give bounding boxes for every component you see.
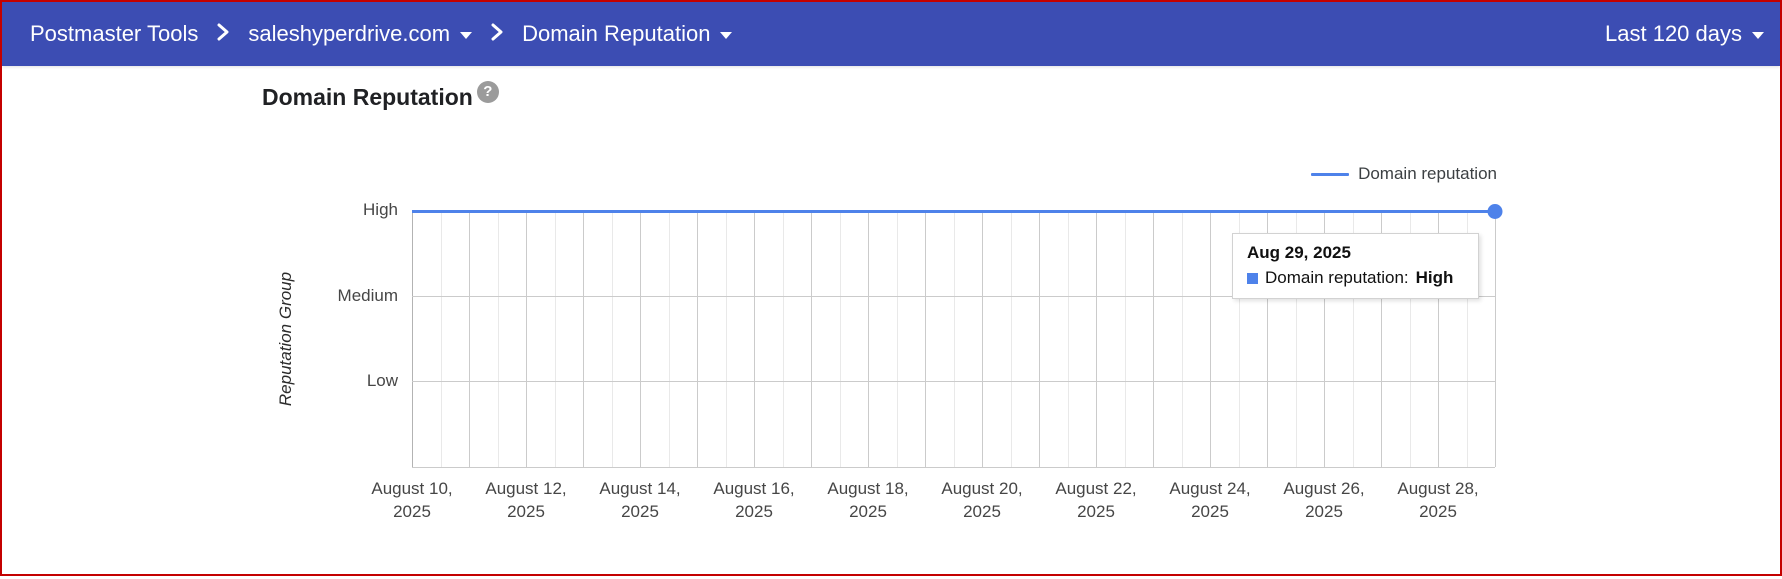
series-marker-icon [1247,272,1258,284]
legend-label: Domain reputation [1358,164,1497,183]
x-tick-label: August 14, 2025 [599,479,681,521]
y-tick-label: Medium [337,285,398,305]
domain-selector[interactable]: saleshyperdrive.com [248,21,473,47]
tooltip-series-label: Domain reputation: [1265,268,1409,287]
x-tick-label: August 10, 2025 [371,479,453,521]
tooltip-series-row: Domain reputation: High [1247,268,1464,288]
domain-selector-label: saleshyperdrive.com [248,21,451,46]
legend-line-swatch [1311,172,1350,176]
x-tick-label: August 24, 2025 [1169,479,1251,521]
caret-down-icon [720,32,733,39]
x-tick-label: August 22, 2025 [1055,479,1137,521]
help-icon[interactable]: ? [476,81,499,103]
page-title-text: Domain Reputation [262,84,473,110]
app-title: Postmaster Tools [30,21,199,46]
x-tick-label: August 28, 2025 [1397,479,1479,521]
chevron-right-icon [490,21,504,48]
breadcrumb: Postmaster Tools saleshyperdrive.com Dom… [30,21,733,48]
x-tick-label: August 20, 2025 [941,479,1023,521]
page-title: Domain Reputation ? [262,81,499,111]
caret-down-icon [460,32,473,39]
app-title-link[interactable]: Postmaster Tools [30,21,198,47]
tooltip-date: Aug 29, 2025 [1247,243,1351,262]
chart-legend: Domain reputation [1311,164,1497,184]
top-bar: Postmaster Tools saleshyperdrive.com Dom… [2,2,1780,66]
chart-tooltip: Aug 29, 2025 Domain reputation: High [1232,233,1479,299]
reputation-chart-plot[interactable] [412,204,1503,468]
latest-point-marker[interactable] [1487,204,1503,219]
page-selector-label: Domain Reputation [522,21,711,46]
page-selector[interactable]: Domain Reputation [522,21,733,47]
x-tick-label: August 12, 2025 [485,479,567,521]
y-axis-title: Reputation Group [276,271,295,407]
tooltip-value: High [1415,268,1454,287]
y-tick-label: High [363,200,398,219]
x-tick-label: August 26, 2025 [1283,479,1365,521]
x-tick-label: August 16, 2025 [713,479,795,521]
date-range-selector[interactable]: Last 120 days [1605,21,1764,47]
date-range-label: Last 120 days [1605,21,1742,46]
caret-down-icon [1752,32,1764,39]
x-tick-label: August 18, 2025 [827,479,909,521]
chevron-right-icon [216,21,230,48]
y-tick-label: Low [366,371,398,391]
